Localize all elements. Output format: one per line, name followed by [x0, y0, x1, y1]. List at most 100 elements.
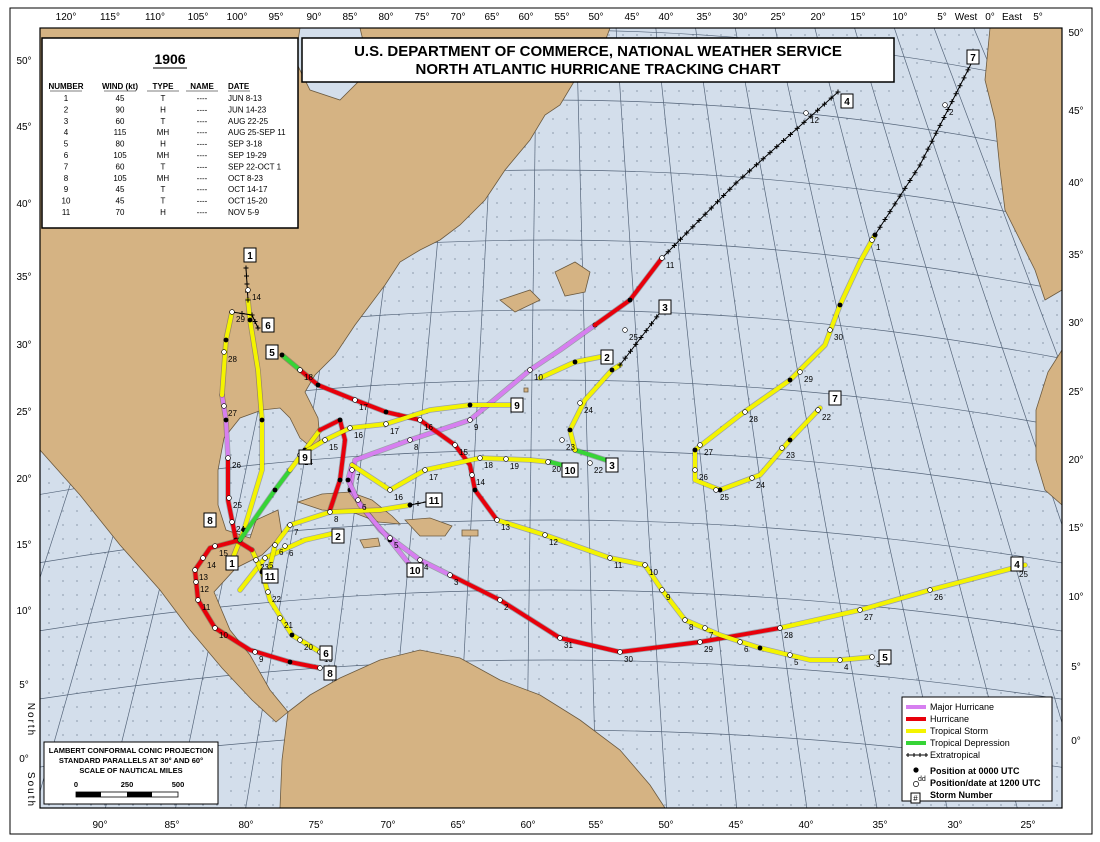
position-1200-utc [347, 425, 353, 431]
legend-cross [906, 753, 910, 757]
position-1200-utc [417, 557, 423, 563]
table-cell: T [161, 162, 166, 171]
date-label: 26 [934, 593, 943, 602]
longitude-label: 5° [1033, 12, 1043, 23]
date-label: 31 [564, 641, 573, 650]
date-label: 29 [704, 645, 713, 654]
table-cell: T [161, 94, 166, 103]
extratropical-cross [617, 362, 623, 368]
meridian [854, 28, 1062, 725]
extratropical-cross [654, 314, 660, 320]
position-1200-utc [447, 572, 453, 578]
position-0000-utc [289, 632, 295, 638]
position-1200-utc [192, 567, 198, 573]
table-cell: 45 [116, 94, 125, 103]
extratropical-cross [733, 180, 739, 186]
extratropical-cross [628, 348, 633, 354]
table-cell: 90 [116, 105, 125, 114]
position-0000-utc [247, 317, 253, 323]
longitude-label: 80° [238, 820, 253, 831]
date-label: 2 [949, 108, 954, 117]
longitude-label: 25° [1020, 820, 1035, 831]
table-cell: 9 [64, 185, 69, 194]
storm-number-box [966, 49, 980, 65]
position-1200-utc [221, 403, 227, 409]
extratropical-cross [828, 95, 834, 101]
position-1200-utc [467, 417, 473, 423]
extratropical-cross [815, 107, 821, 113]
extratropical-cross [753, 162, 759, 168]
storm-number-box [600, 349, 614, 365]
legend-cross [918, 753, 922, 757]
latitude-label: 10° [1068, 592, 1083, 603]
projection-line: SCALE OF NAUTICAL MILES [79, 766, 182, 775]
africa [1035, 349, 1062, 506]
position-0000-utc [315, 382, 321, 388]
position-1200-utc [697, 639, 703, 645]
longitude-label: 35° [872, 820, 887, 831]
table-cell: MH [157, 128, 170, 137]
position-0000-utc [345, 477, 351, 483]
position-1200-utc [200, 555, 206, 561]
longitude-label: 55° [588, 820, 603, 831]
extratropical-cross [929, 138, 935, 144]
date-label: 25 [720, 493, 729, 502]
position-1200-utc [387, 487, 393, 493]
longitude-label: West [955, 12, 978, 23]
date-label: 6 [362, 503, 367, 512]
parallel [40, 659, 1062, 700]
longitude-label: 25° [770, 12, 785, 23]
position-0000-utc [572, 359, 578, 365]
date-label: 13 [199, 573, 208, 582]
storm-number: 5 [882, 653, 888, 664]
position-1200-utc [477, 455, 483, 461]
table-cell: AUG 25-SEP 11 [228, 128, 286, 137]
table-cell: 4 [64, 128, 69, 137]
date-label: 8 [689, 623, 694, 632]
position-1200-utc [713, 487, 719, 493]
table-cell: NOV 5-9 [228, 208, 260, 217]
latitude-label: 10° [16, 606, 31, 617]
storm-number-box [878, 649, 892, 665]
date-label: 8 [334, 515, 339, 524]
meridian [655, 28, 738, 808]
legend: Major Hurricane Hurricane Tropical Storm Tr… [906, 702, 1041, 804]
longitude-label: 60° [520, 820, 535, 831]
date-label: 6 [279, 548, 284, 557]
date-label: 12 [549, 538, 558, 547]
storm-number-box [840, 93, 854, 109]
storm-number: 2 [604, 353, 610, 364]
legend-hash: # [913, 794, 918, 803]
position-1200-utc [322, 437, 328, 443]
position-1200-utc [692, 467, 698, 473]
position-1200-utc [252, 649, 258, 655]
jamaica [359, 537, 381, 549]
position-1200-utc [827, 327, 833, 333]
position-1200-utc [815, 407, 821, 413]
table-cell: H [160, 140, 166, 149]
legend-box [901, 696, 1053, 802]
position-1200-utc [697, 442, 703, 448]
table-cell: 70 [116, 208, 125, 217]
storm-number: 6 [265, 321, 271, 332]
date-label: 27 [228, 409, 237, 418]
longitude-label: 45° [728, 820, 743, 831]
meridian [893, 28, 1062, 526]
extratropical-cross [643, 328, 649, 334]
position-1200-utc [407, 437, 413, 443]
date-label: 9 [666, 593, 671, 602]
position-0000-utc [787, 377, 793, 383]
storm-number-box [319, 645, 333, 661]
legend-label: Major Hurricane [930, 702, 994, 712]
longitude-label: 65° [450, 820, 465, 831]
storm-number-box [406, 562, 424, 578]
track [346, 463, 412, 567]
date-label: 14 [207, 561, 216, 570]
date-label: 7 [356, 473, 361, 482]
track [280, 353, 302, 372]
position-1200-utc [545, 459, 551, 465]
date-label: 6 [744, 645, 749, 654]
storm-number-box [265, 344, 279, 360]
date-label: 22 [822, 413, 831, 422]
